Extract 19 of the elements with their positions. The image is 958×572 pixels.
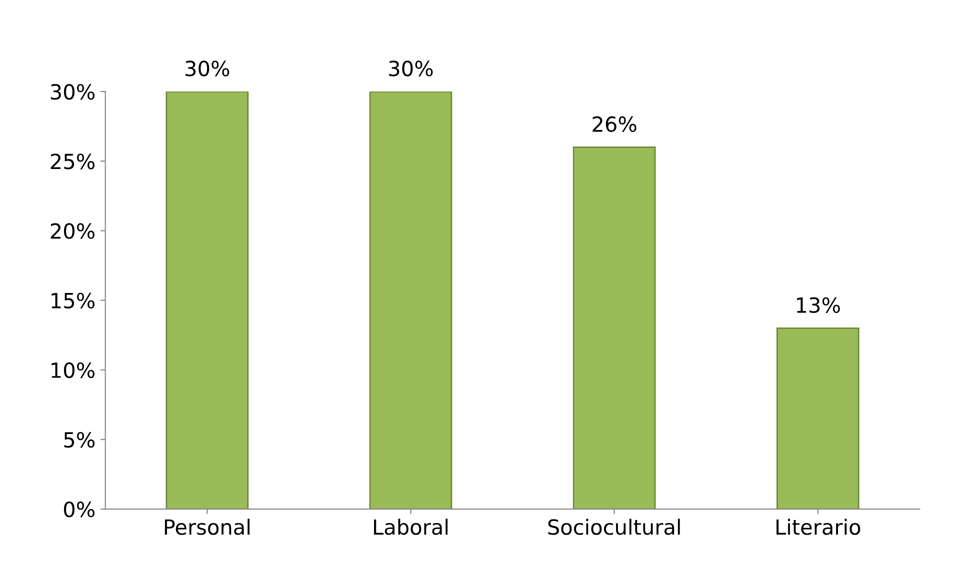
bar <box>776 327 860 510</box>
data-label: 30% <box>186 60 230 76</box>
x-tick-label: Literario <box>776 518 860 535</box>
y-tick-label: 20% <box>50 223 95 239</box>
y-tick-label: 5% <box>64 432 95 448</box>
y-tick-label: 0% <box>64 502 95 518</box>
bar <box>369 92 452 510</box>
x-tick-label: Laboral <box>374 518 448 535</box>
y-tick-label: 15% <box>52 292 95 309</box>
bar <box>572 146 656 510</box>
y-tick-label: 10% <box>52 362 95 378</box>
data-label: 26% <box>592 116 636 132</box>
data-label: 13% <box>797 297 840 313</box>
y-tick-label: 25% <box>50 154 95 170</box>
x-tick-label: Sociocultural <box>548 518 680 535</box>
bar <box>166 92 249 510</box>
data-label: 30% <box>389 60 433 76</box>
y-tick-label: 30% <box>50 84 95 100</box>
x-tick-label: Personal <box>164 518 250 535</box>
